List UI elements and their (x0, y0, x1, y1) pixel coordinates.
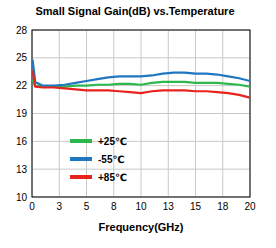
x-grid-line (86, 30, 87, 197)
legend-label: +85℃ (98, 172, 127, 183)
legend-label: +25℃ (98, 136, 127, 147)
x-grid-line (168, 30, 169, 197)
legend-swatch (70, 175, 92, 179)
x-grid-line (59, 30, 60, 197)
x-tick-label: 13 (163, 201, 175, 212)
series-group (33, 60, 250, 98)
x-tick-label: 0 (29, 201, 35, 212)
x-tick-label: 10 (135, 201, 147, 212)
x-tick-label: 20 (244, 201, 256, 212)
chart-svg: Small Signal Gain(dB) vs.Temperature 10 13… (0, 0, 276, 248)
x-tick-label: 8 (111, 201, 117, 212)
title: Small Signal Gain(dB) vs.Temperature (35, 5, 234, 17)
background (0, 0, 276, 248)
y-tick-label: 25 (16, 52, 28, 63)
legend-swatch (70, 139, 92, 143)
x-tick-label: 3 (56, 201, 62, 212)
x-tick-label: 15 (190, 201, 202, 212)
y-tick-label: 28 (16, 25, 28, 36)
y-tick-label: 19 (16, 108, 28, 119)
x-grid-line (222, 30, 223, 197)
plot-frame (32, 30, 250, 197)
x-grid-line (195, 30, 196, 197)
x-tick-label: 5 (84, 201, 90, 212)
y-tick-label: 10 (16, 192, 28, 203)
x-grid-line (141, 30, 142, 197)
series-line (33, 60, 250, 86)
legend-label: -55℃ (98, 154, 125, 165)
y-tick-label: 13 (16, 164, 28, 175)
legend-swatch (70, 157, 92, 161)
series-line (33, 71, 250, 98)
x-tick-label: 18 (217, 201, 229, 212)
y-tick-label: 22 (16, 80, 28, 91)
chart-container: Small Signal Gain(dB) vs.Temperature 10 13… (0, 0, 276, 248)
x-axis-title: Frequency(GHz) (99, 221, 184, 233)
y-tick-label: 16 (16, 136, 28, 147)
